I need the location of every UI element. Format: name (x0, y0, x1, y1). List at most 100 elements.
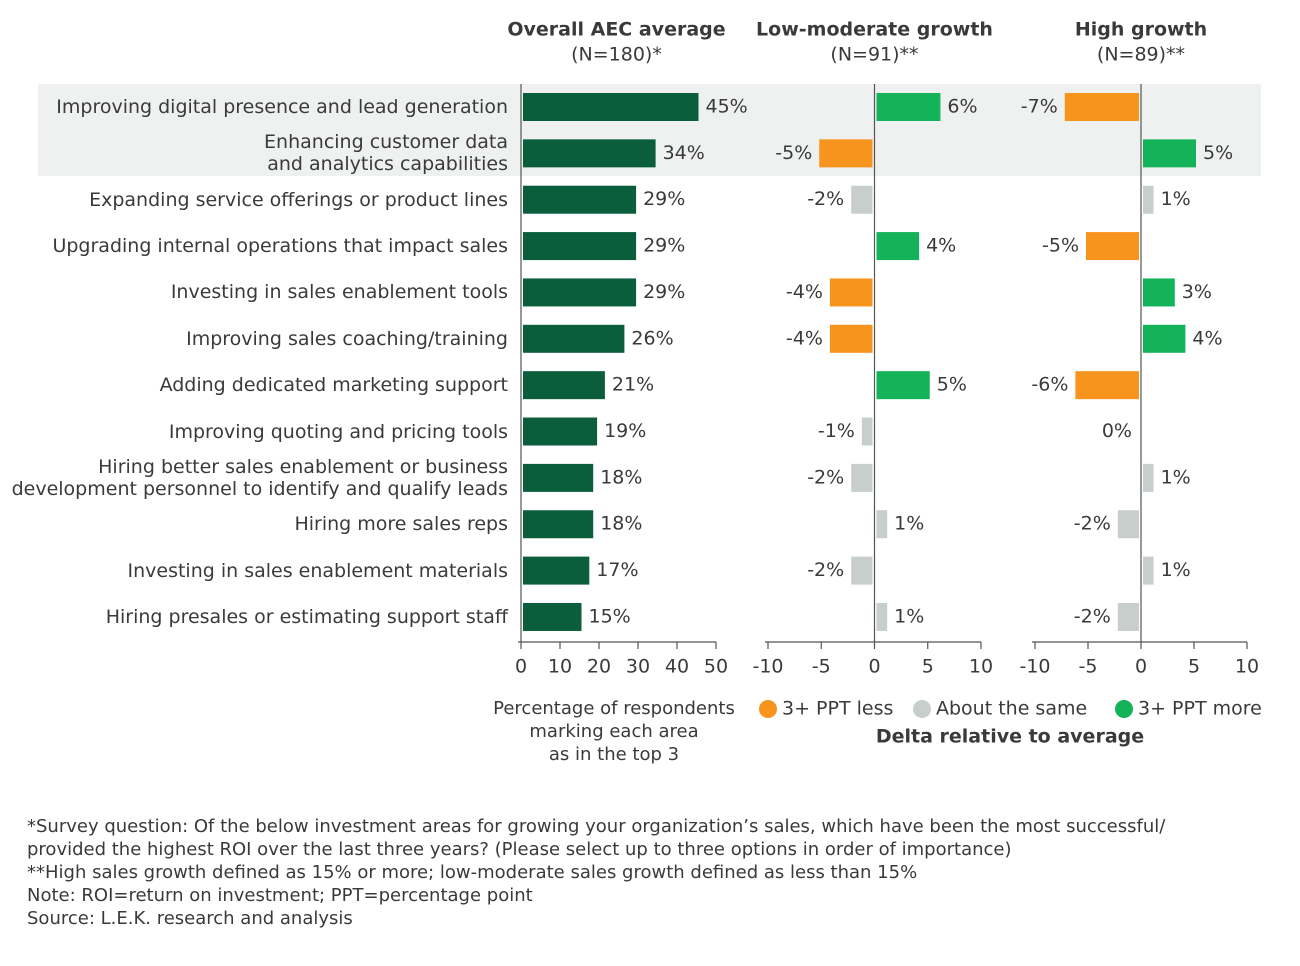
legend-label: 3+ PPT more (1138, 698, 1262, 720)
value-label: 1% (1161, 188, 1191, 210)
x-tick-label: 5 (1188, 656, 1200, 678)
value-label: 45% (706, 96, 748, 118)
bar (829, 324, 873, 353)
value-label: 4% (926, 235, 956, 257)
value-label: -1% (818, 420, 855, 442)
category-label: Investing in sales enablement materials (127, 559, 509, 582)
bar (523, 232, 637, 261)
bar (851, 556, 873, 585)
value-label: 1% (894, 605, 924, 627)
panel-subtitle: (N=89)** (1097, 44, 1185, 66)
bar (876, 93, 941, 121)
bar (523, 602, 582, 631)
value-label: 5% (1203, 142, 1233, 164)
panel-title: High growth (1075, 19, 1207, 41)
value-label: 29% (643, 281, 685, 303)
x-tick-label: -5 (812, 656, 831, 678)
value-label: 29% (643, 235, 685, 257)
value-label: 21% (612, 374, 654, 396)
footnote: **High sales growth defined as 15% or mo… (27, 862, 918, 883)
value-label: 18% (600, 466, 642, 488)
x-tick-label: 10 (548, 656, 572, 678)
legend-marker (1115, 700, 1133, 718)
x-tick-label: 20 (587, 656, 611, 678)
category-label: Upgrading internal operations that impac… (52, 235, 508, 258)
category-label: Hiring presales or estimating support st… (105, 605, 508, 628)
x-tick-label: 5 (922, 656, 934, 678)
value-label: 1% (894, 513, 924, 535)
bar (851, 463, 873, 492)
category-label: Investing in sales enablement tools (170, 281, 508, 304)
bar (1075, 371, 1139, 400)
value-label: -6% (1031, 374, 1068, 396)
bar (1143, 324, 1186, 353)
bar (1143, 463, 1154, 492)
legend-title: Delta relative to average (876, 726, 1144, 748)
bar (523, 510, 594, 539)
bar (523, 139, 656, 168)
value-label: 18% (600, 513, 642, 535)
panel-title: Overall AEC average (507, 19, 725, 41)
value-label: -2% (1074, 605, 1111, 627)
x-tick-label: -10 (752, 656, 783, 678)
bar (523, 417, 598, 446)
bar (1143, 556, 1154, 585)
bar (523, 371, 605, 400)
legend-marker (759, 700, 777, 718)
bar (1117, 602, 1139, 631)
bar (523, 185, 637, 214)
value-label: 6% (947, 96, 977, 118)
bar (523, 93, 699, 121)
value-label: 26% (631, 327, 673, 349)
footnote: *Survey question: Of the below investmen… (27, 816, 1166, 837)
bar (1064, 93, 1139, 121)
panel-title: Low-moderate growth (756, 19, 993, 41)
category-label: Expanding service offerings or product l… (89, 188, 508, 211)
x-tick-label: 30 (626, 656, 650, 678)
category-label: Improving digital presence and lead gene… (56, 96, 508, 118)
bar (876, 371, 930, 400)
value-label: -2% (1074, 513, 1111, 535)
value-label: 15% (589, 605, 631, 627)
value-label: 1% (1161, 466, 1191, 488)
bar (523, 556, 590, 585)
category-label: Enhancing customer data and analytics ca… (264, 131, 508, 176)
bar (1117, 510, 1139, 539)
value-label: -2% (807, 559, 844, 581)
value-label: 4% (1192, 327, 1222, 349)
bar (1143, 139, 1196, 168)
value-label: -2% (807, 188, 844, 210)
bar (523, 463, 594, 492)
bar (523, 278, 637, 307)
value-label: -7% (1021, 96, 1058, 118)
value-label: 17% (596, 559, 638, 581)
bar (861, 417, 873, 446)
category-label: Hiring more sales reps (294, 513, 508, 536)
legend-label: 3+ PPT less (782, 698, 893, 720)
footnote: Note: ROI=return on investment; PPT=perc… (27, 885, 533, 906)
value-label: -5% (1042, 235, 1079, 257)
footnote: Source: L.E.K. research and analysis (27, 908, 353, 929)
bar (819, 139, 873, 168)
bar (1086, 232, 1139, 261)
x-tick-label: 10 (969, 656, 993, 678)
x-tick-label: -10 (1019, 656, 1050, 678)
value-label: 34% (663, 142, 705, 164)
footnote: provided the highest ROI over the last t… (27, 839, 1012, 860)
x-tick-label: 0 (515, 656, 527, 678)
value-label: 0% (1102, 420, 1132, 442)
value-label: -4% (786, 281, 823, 303)
panel-subtitle: (N=91)** (830, 44, 918, 66)
bar (1143, 185, 1154, 214)
value-label: 5% (937, 374, 967, 396)
bar (851, 185, 873, 214)
x-tick-label: 10 (1235, 656, 1259, 678)
bar (876, 602, 888, 631)
bar (523, 324, 625, 353)
x-tick-label: 0 (1135, 656, 1147, 678)
category-label: Improving quoting and pricing tools (168, 420, 508, 443)
x-tick-label: 40 (665, 656, 689, 678)
legend-label: About the same (936, 698, 1087, 720)
